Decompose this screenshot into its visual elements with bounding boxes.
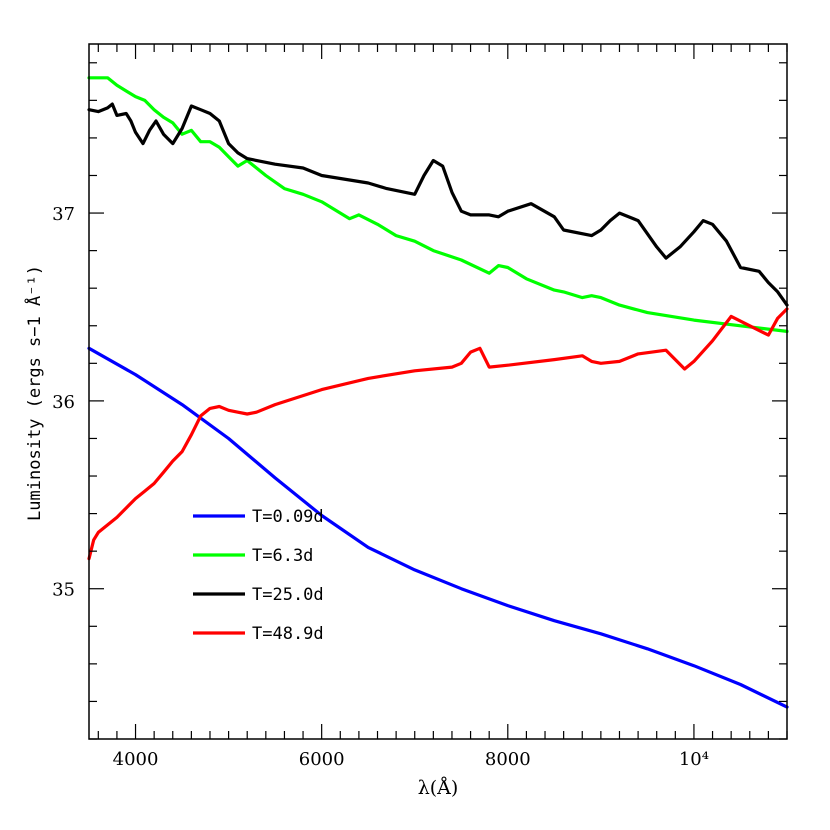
- legend: T=0.09d T=6.3d T=25.0d T=48.9d: [193, 507, 324, 644]
- legend-label-1: T=6.3d: [252, 546, 313, 566]
- legend-label-2: T=25.0d: [252, 585, 324, 605]
- x-tick-label: 6000: [299, 749, 345, 770]
- series-line-0: [87, 346, 789, 709]
- y-axis-label: Luminosity (ergs s−1 Å⁻¹): [23, 265, 45, 521]
- series-line-2: [87, 102, 789, 307]
- series-line-1: [87, 76, 789, 333]
- plot-frame: [88, 43, 788, 740]
- legend-label-0: T=0.09d: [252, 507, 324, 527]
- y-tick-label: 36: [52, 392, 75, 413]
- ticks-layer: 4000 6000 8000 10⁴ 35 36 37: [52, 44, 788, 770]
- series-line-3: [87, 307, 789, 561]
- y-tick-label: 35: [52, 580, 75, 601]
- x-tick-label: 4000: [113, 749, 159, 770]
- x-axis-label: λ(Å): [418, 777, 459, 799]
- series-layer: [87, 76, 789, 709]
- legend-label-3: T=48.9d: [252, 624, 324, 644]
- y-tick-label: 37: [52, 204, 75, 225]
- x-tick-label: 8000: [485, 749, 531, 770]
- x-tick-label: 10⁴: [679, 749, 709, 770]
